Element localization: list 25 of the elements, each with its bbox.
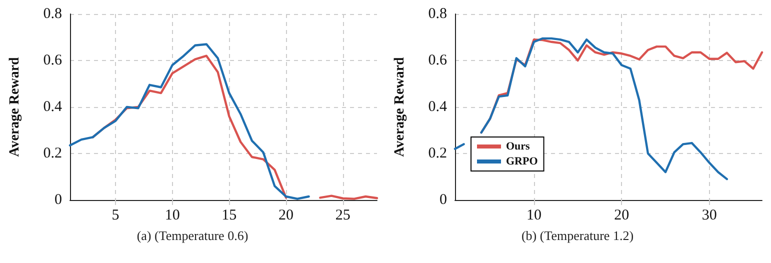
y-axis-title: Average Reward (392, 56, 408, 157)
x-tick-label: 10 (526, 208, 542, 224)
x-tick-label: 10 (164, 208, 180, 224)
y-tick-label: 0.2 (428, 146, 447, 162)
y-tick-label: 0.8 (428, 6, 447, 22)
y-tick-label: 0.8 (43, 6, 62, 22)
x-tick-label: 15 (222, 208, 237, 224)
y-tick-label: 0 (54, 192, 62, 208)
legend-label: GRPO (506, 156, 538, 168)
y-tick-label: 0 (440, 192, 447, 208)
x-tick-label: 5 (112, 208, 120, 224)
line-series (68, 43, 310, 200)
x-tick-label: 20 (614, 208, 630, 224)
x-tick-label: 25 (335, 208, 350, 224)
y-tick-label: 0.4 (428, 99, 448, 115)
y-tick-label: 0.6 (428, 52, 448, 68)
y-tick-label: 0.2 (43, 146, 62, 162)
text: (b) (Temperature 1.2) (520, 228, 635, 244)
y-axis-title: Average Reward (8, 56, 22, 157)
y-tick-label: 0.4 (43, 99, 62, 115)
x-tick-label: 30 (702, 208, 717, 224)
y-tick-label: 0.6 (43, 52, 62, 68)
text: (a) (Temperature 0.6) (136, 228, 250, 244)
x-tick-label: 20 (278, 208, 294, 224)
legend-label: Ours (506, 140, 531, 152)
